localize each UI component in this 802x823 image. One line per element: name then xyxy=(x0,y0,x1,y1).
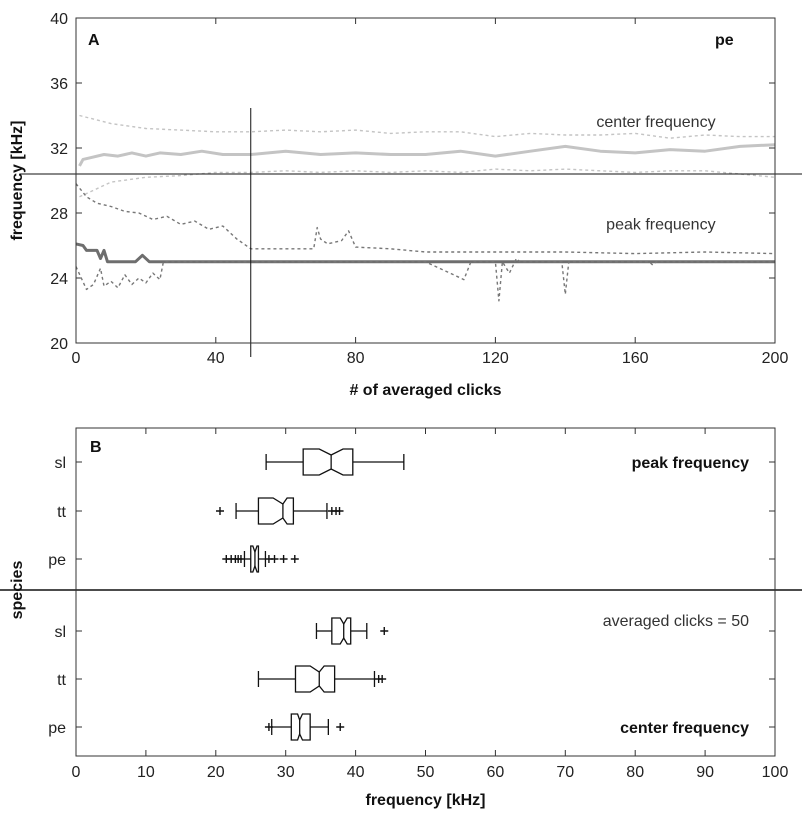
y-tick-label: 32 xyxy=(50,141,68,158)
series-peak-lower xyxy=(75,257,775,302)
x-tick-label: 40 xyxy=(207,350,225,367)
y-tick-label: 28 xyxy=(50,206,68,223)
group-note-averaged-clicks: averaged clicks = 50 xyxy=(603,613,749,630)
y-tick-label: 20 xyxy=(50,336,68,353)
panel-a-ticks: 0 40 80 120 160 200 20 24 28 32 36 40 xyxy=(50,11,788,367)
box-tt xyxy=(294,665,336,693)
outlier-point xyxy=(378,675,387,683)
outlier-point xyxy=(336,723,345,731)
box-sl xyxy=(302,448,354,476)
x-tick-label: 40 xyxy=(347,764,365,781)
x-tick-label: 30 xyxy=(277,764,295,781)
species-label: sl xyxy=(54,624,66,641)
y-tick-label: 24 xyxy=(50,271,68,288)
panel-a-series xyxy=(75,114,776,302)
panel-a: 0 40 80 120 160 200 20 24 28 32 36 40 A pe center f… xyxy=(9,11,802,399)
series-peak-median xyxy=(75,242,775,264)
x-tick-label: 20 xyxy=(207,764,225,781)
panel-a-label: A xyxy=(88,32,100,49)
x-tick-label: 100 xyxy=(762,764,789,781)
x-tick-label: 80 xyxy=(347,350,365,367)
annotation-center-frequency: center frequency xyxy=(596,114,715,131)
x-tick-label: 0 xyxy=(72,764,81,781)
x-tick-label: 120 xyxy=(482,350,509,367)
y-tick-label: 40 xyxy=(50,11,68,28)
species-label: pe xyxy=(48,720,66,737)
panel-b: 0 10 20 30 40 50 60 70 80 90 100 sl tt pe sl tt pe B pe… xyxy=(0,427,802,809)
panel-b-frame xyxy=(75,427,776,757)
x-tick-label: 90 xyxy=(696,764,714,781)
series-center-lower xyxy=(79,168,776,198)
panel-b-boxes: sl tt pe sl tt pe xyxy=(48,448,775,741)
y-tick-label: 36 xyxy=(50,76,68,93)
outlier-point xyxy=(380,627,389,635)
outlier-point xyxy=(236,555,245,563)
outlier-point xyxy=(290,555,299,563)
species-label: pe xyxy=(48,552,66,569)
x-tick-label: 160 xyxy=(622,350,649,367)
panel-a-species-label: pe xyxy=(715,32,734,49)
outlier-point xyxy=(215,507,224,515)
panel-a-frame xyxy=(75,17,776,344)
panel-b-ticks: 0 10 20 30 40 50 60 70 80 90 100 xyxy=(72,428,789,781)
box-sl xyxy=(331,617,352,645)
species-label: sl xyxy=(54,455,66,472)
series-center-upper xyxy=(79,114,775,139)
x-tick-label: 200 xyxy=(762,350,789,367)
outlier-point xyxy=(264,723,273,731)
x-tick-label: 50 xyxy=(417,764,435,781)
x-tick-label: 10 xyxy=(137,764,155,781)
panel-b-label: B xyxy=(90,439,102,456)
panel-b-x-axis-label: frequency [kHz] xyxy=(365,792,485,809)
panel-a-y-axis-label: frequency [kHz] xyxy=(9,120,26,240)
annotation-peak-frequency: peak frequency xyxy=(606,216,715,233)
outlier-point xyxy=(335,507,344,515)
group-label-center-frequency: center frequency xyxy=(620,720,749,737)
box-pe xyxy=(290,713,311,741)
x-tick-label: 70 xyxy=(556,764,574,781)
panel-b-y-axis-label: species xyxy=(9,561,26,620)
x-tick-label: 80 xyxy=(626,764,644,781)
series-center-median xyxy=(78,143,776,167)
outlier-point xyxy=(270,555,279,563)
box-tt xyxy=(257,497,295,525)
x-tick-label: 0 xyxy=(72,350,81,367)
panel-a-x-axis-label: # of averaged clicks xyxy=(349,382,501,399)
species-label: tt xyxy=(57,504,66,521)
x-tick-label: 60 xyxy=(487,764,505,781)
outlier-point xyxy=(279,555,288,563)
series-peak-upper xyxy=(75,183,776,255)
group-label-peak-frequency: peak frequency xyxy=(632,455,749,472)
species-label: tt xyxy=(57,672,66,689)
